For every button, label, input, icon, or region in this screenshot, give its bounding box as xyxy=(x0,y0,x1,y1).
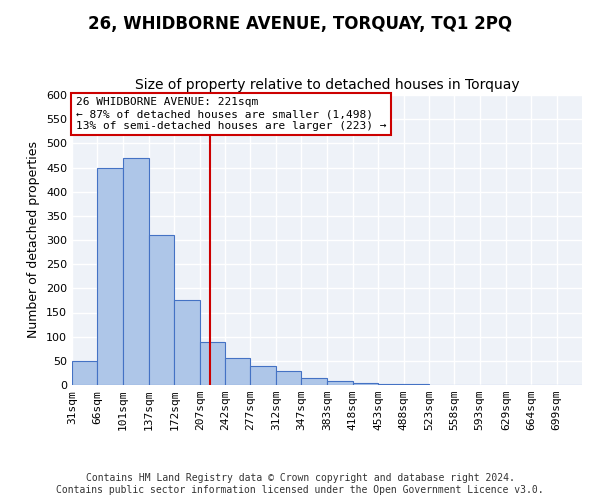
Bar xyxy=(353,382,378,385)
Bar xyxy=(250,366,276,385)
Bar xyxy=(328,381,353,385)
Bar xyxy=(174,300,200,385)
Bar xyxy=(123,158,149,385)
Bar xyxy=(72,361,97,385)
Bar xyxy=(200,342,225,385)
Y-axis label: Number of detached properties: Number of detached properties xyxy=(28,142,40,338)
Bar xyxy=(97,168,123,385)
Bar xyxy=(301,378,328,385)
Bar xyxy=(225,358,250,385)
Title: Size of property relative to detached houses in Torquay: Size of property relative to detached ho… xyxy=(134,78,520,92)
Bar xyxy=(404,384,429,385)
Bar xyxy=(276,370,301,385)
Text: 26, WHIDBORNE AVENUE, TORQUAY, TQ1 2PQ: 26, WHIDBORNE AVENUE, TORQUAY, TQ1 2PQ xyxy=(88,15,512,33)
Bar xyxy=(378,384,404,385)
Bar xyxy=(149,235,174,385)
Text: 26 WHIDBORNE AVENUE: 221sqm
← 87% of detached houses are smaller (1,498)
13% of : 26 WHIDBORNE AVENUE: 221sqm ← 87% of det… xyxy=(76,98,386,130)
Text: Contains HM Land Registry data © Crown copyright and database right 2024.
Contai: Contains HM Land Registry data © Crown c… xyxy=(56,474,544,495)
